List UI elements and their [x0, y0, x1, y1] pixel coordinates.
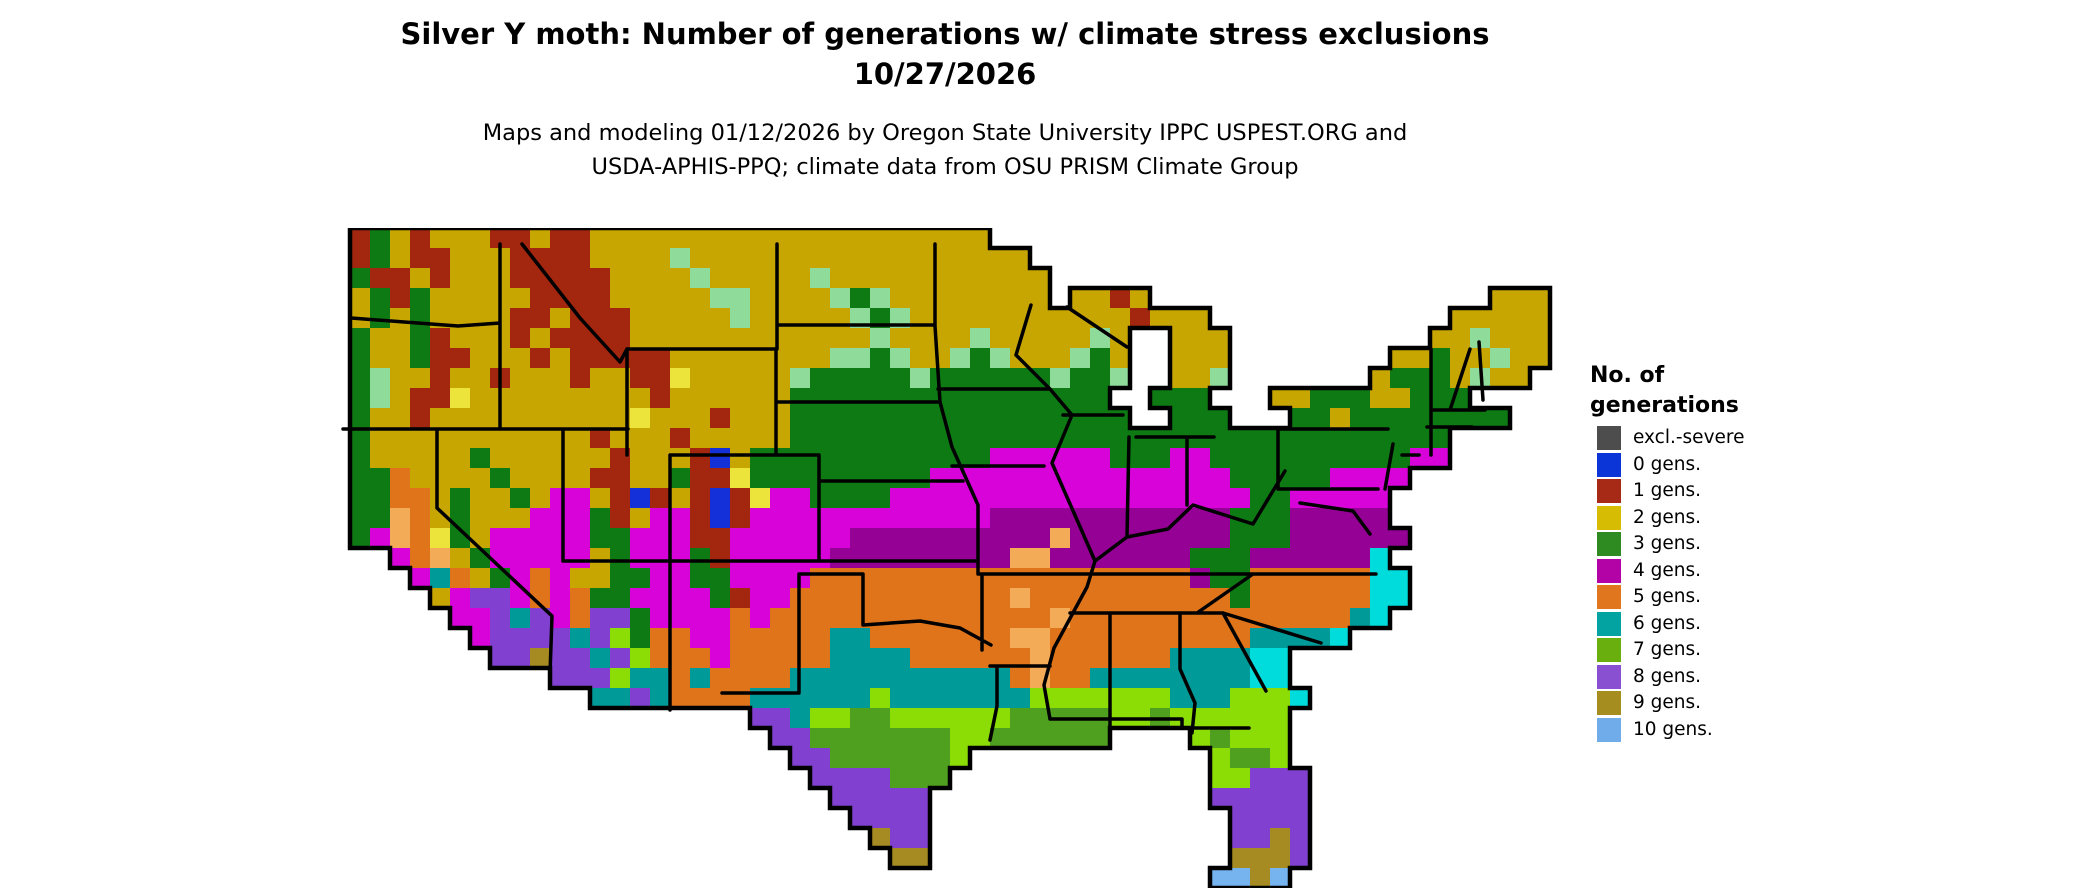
legend-item-label: 5 gens. — [1633, 586, 1702, 607]
legend-item-label: 0 gens. — [1633, 453, 1702, 475]
legend-swatch — [1597, 691, 1621, 715]
legend-item-label: 3 gens. — [1633, 533, 1702, 554]
subtitle-line1: Maps and modeling 01/12/2026 by Oregon S… — [482, 120, 1408, 146]
legend-item-label: excl.-severe — [1633, 427, 1745, 448]
legend-item-label: 7 gens. — [1633, 639, 1702, 660]
legend-item: excl.-severe — [1597, 426, 1744, 450]
legend-title-line2: generations — [1590, 393, 1739, 418]
legend-item-label: 10 gens. — [1633, 718, 1713, 740]
legend-swatch — [1597, 558, 1621, 583]
legend-swatch — [1597, 611, 1621, 636]
legend-item: 3 gens. — [1597, 532, 1744, 556]
legend-item: 0 gens. — [1597, 452, 1744, 477]
us-generations-map — [341, 228, 1553, 888]
legend-item-label: 8 gens. — [1633, 665, 1702, 687]
title-date: 10/27/2026 — [853, 57, 1037, 91]
subtitle-line2: USDA-APHIS-PPQ; climate data from OSU PR… — [591, 154, 1299, 180]
legend-swatch — [1597, 479, 1621, 503]
legend-item: 6 gens. — [1597, 611, 1744, 636]
legend-item: 9 gens. — [1597, 691, 1744, 715]
legend-item: 8 gens. — [1597, 664, 1744, 689]
legend-swatch — [1597, 585, 1621, 609]
legend-item-label: 4 gens. — [1633, 559, 1702, 581]
legend-item: 7 gens. — [1597, 638, 1744, 662]
legend-swatch — [1597, 664, 1621, 689]
legend-item: 2 gens. — [1597, 505, 1744, 530]
legend-title: No. of generations — [1590, 361, 1739, 421]
map-raster-cells — [350, 228, 1550, 888]
state-borders — [341, 242, 1487, 742]
legend-swatch — [1597, 532, 1621, 556]
legend-swatch — [1597, 452, 1621, 477]
legend-title-line1: No. of — [1590, 363, 1665, 388]
attribution-subtitle: Maps and modeling 01/12/2026 by Oregon S… — [290, 116, 1600, 184]
legend-swatch — [1597, 638, 1621, 662]
legend-item: 1 gens. — [1597, 479, 1744, 503]
legend-item-label: 9 gens. — [1633, 692, 1702, 713]
coastline-outline — [347, 228, 1553, 888]
legend-item: 10 gens. — [1597, 717, 1744, 742]
page-title: Silver Y moth: Number of generations w/ … — [290, 14, 1600, 94]
title-line1: Silver Y moth: Number of generations w/ … — [400, 17, 1490, 51]
legend-swatch — [1597, 717, 1621, 742]
legend-item: 4 gens. — [1597, 558, 1744, 583]
legend: excl.-severe 0 gens. 1 gens. 2 gens. 3 gens.… — [1597, 426, 1744, 744]
legend-item: 5 gens. — [1597, 585, 1744, 609]
legend-item-label: 6 gens. — [1633, 612, 1702, 634]
legend-swatch — [1597, 505, 1621, 530]
legend-swatch — [1597, 426, 1621, 450]
legend-item-label: 2 gens. — [1633, 506, 1702, 528]
legend-item-label: 1 gens. — [1633, 480, 1702, 501]
